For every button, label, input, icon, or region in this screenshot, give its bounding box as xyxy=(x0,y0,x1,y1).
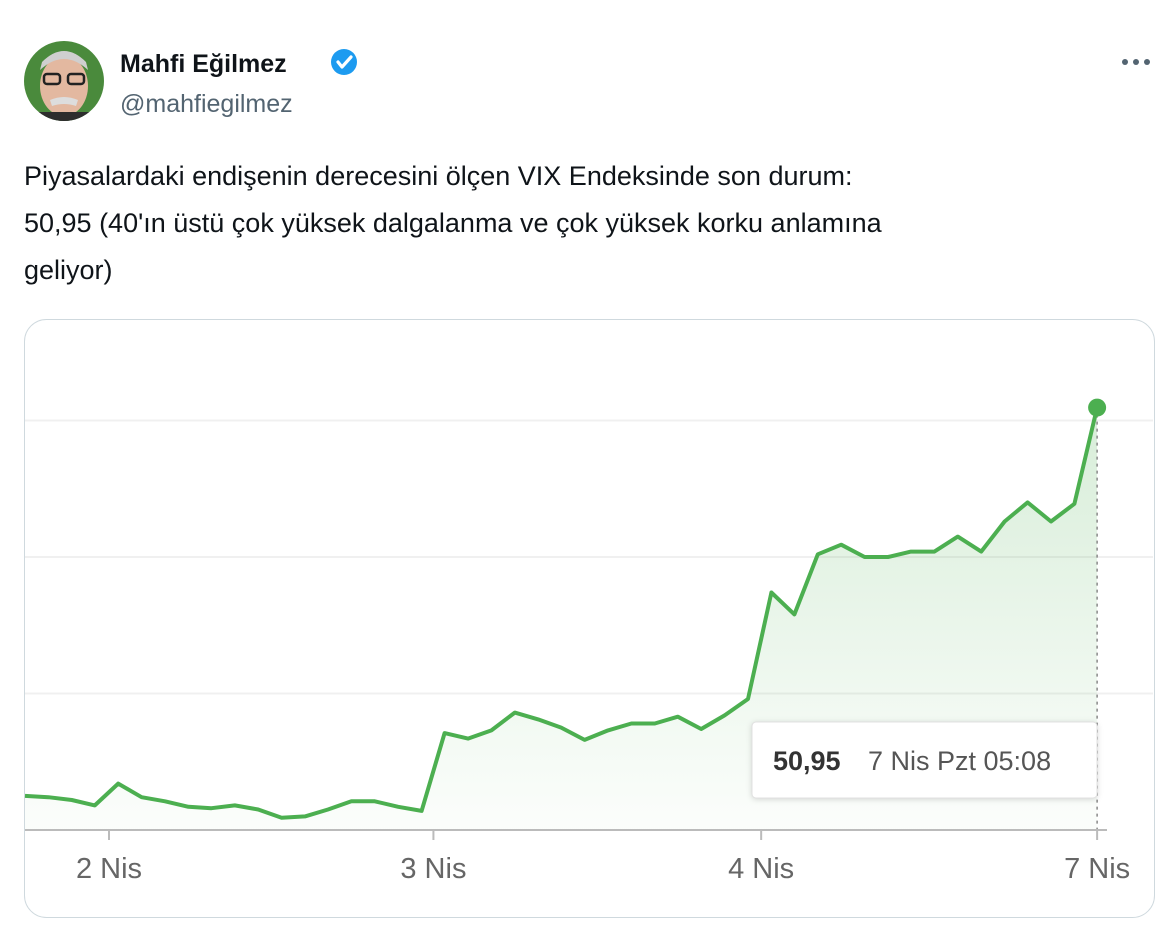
tooltip xyxy=(751,721,1098,799)
chart: 2 Nis 3 Nis 4 Nis 7 Nis 50,95 7 Nis Pzt 05:08 xyxy=(24,398,1153,885)
author-name[interactable]: Mahfi Eğilmez xyxy=(120,50,287,78)
hover-point xyxy=(1088,398,1107,417)
verified-badge xyxy=(331,49,357,75)
x-tick-label: 4 Nis xyxy=(728,853,794,885)
tweet-text: 50,95 (40'ın üstü çok yüksek dalgalanma … xyxy=(24,208,883,238)
tweet-text: Piyasalardaki endişenin derecesini ölçen… xyxy=(24,161,852,191)
tooltip-time: 7 Nis Pzt 05:08 xyxy=(868,746,1051,776)
x-tick-label: 2 Nis xyxy=(76,853,142,885)
line xyxy=(24,407,1100,820)
x-tick-label: 7 Nis xyxy=(1064,853,1130,885)
author-handle[interactable]: @mahfiegilmez xyxy=(120,90,293,118)
tooltip-value: 50,95 xyxy=(773,746,841,776)
x-tick-label: 3 Nis xyxy=(400,853,466,885)
more-button[interactable] xyxy=(1122,59,1150,65)
avatar[interactable] xyxy=(24,41,104,124)
tweet-text: geliyor) xyxy=(24,255,113,285)
